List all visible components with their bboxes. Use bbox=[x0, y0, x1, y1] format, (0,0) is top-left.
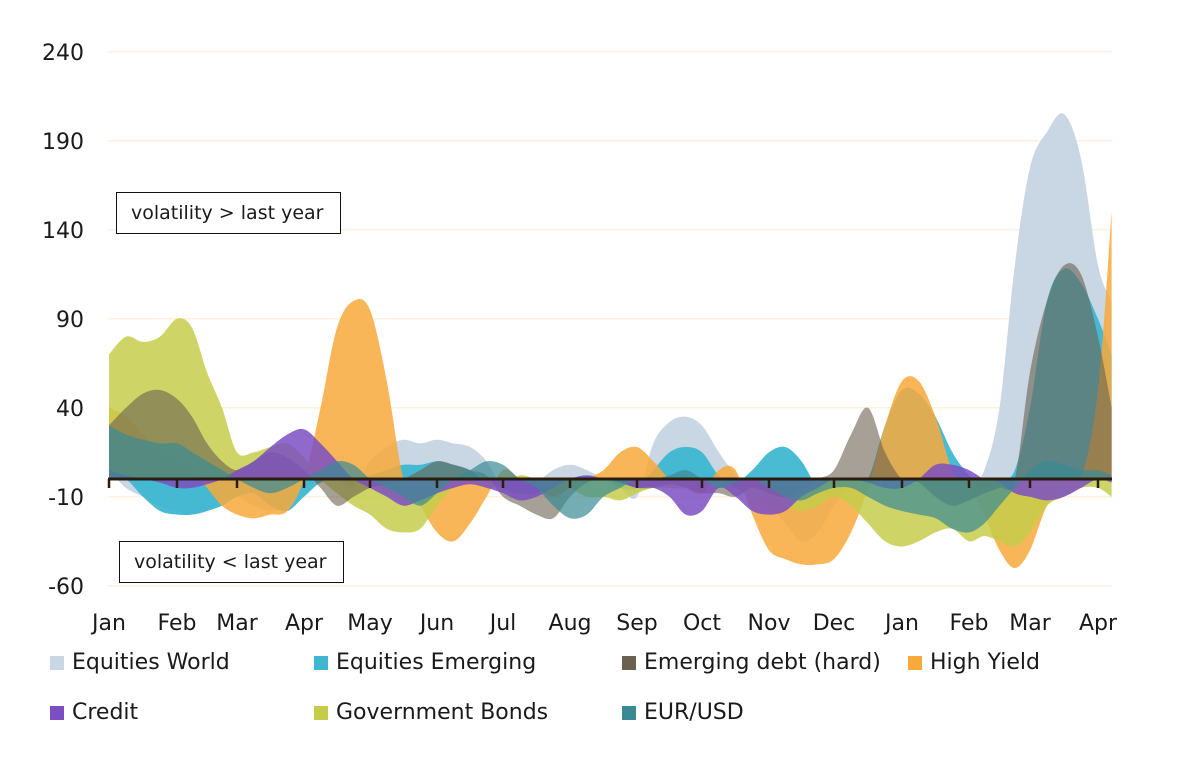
y-tick-label: -10 bbox=[48, 486, 84, 511]
y-tick-label: 140 bbox=[42, 219, 84, 244]
y-tick-label: -60 bbox=[48, 575, 84, 600]
x-tick-label: Aug bbox=[549, 611, 592, 636]
volatility-area-chart: 240 190 140 90 40 -10 -60 Jan Feb Mar Apr May Jun Ju… bbox=[42, 41, 1118, 636]
legend-item-eur-usd: EUR/USD bbox=[622, 700, 744, 725]
x-tick-label: Feb bbox=[158, 611, 197, 636]
legend-item-credit: Credit bbox=[50, 700, 138, 725]
x-tick-label: Jul bbox=[488, 611, 517, 636]
y-tick-label: 190 bbox=[42, 130, 84, 155]
legend-swatch-icon bbox=[50, 655, 64, 670]
x-tick-label: Mar bbox=[216, 611, 258, 636]
legend-item-high-yield: High Yield bbox=[908, 650, 1040, 675]
x-tick-label: Jan bbox=[883, 611, 919, 636]
x-tick-label: Apr bbox=[285, 611, 324, 636]
legend-label: High Yield bbox=[930, 650, 1040, 675]
y-tick-label: 40 bbox=[56, 397, 84, 422]
legend-label: Equities Emerging bbox=[336, 650, 537, 675]
x-tick-label: Oct bbox=[683, 611, 721, 636]
y-tick-label: 90 bbox=[56, 308, 84, 333]
x-tick-label: Sep bbox=[616, 611, 657, 636]
x-axis-tick-labels: Jan Feb Mar Apr May Jun Jul Aug Sep Oct Nov Dec Jan F… bbox=[90, 611, 1118, 636]
series-areas bbox=[109, 113, 1112, 568]
legend-label: Credit bbox=[72, 700, 139, 725]
x-tick-label: Jan bbox=[90, 611, 126, 636]
x-tick-label: Jun bbox=[418, 611, 454, 636]
legend-label: EUR/USD bbox=[644, 700, 744, 725]
legend-item-equities-emerging: Equities Emerging bbox=[314, 650, 536, 675]
y-axis-tick-labels: 240 190 140 90 40 -10 -60 bbox=[42, 41, 84, 600]
legend-label: Emerging debt (hard) bbox=[644, 650, 881, 675]
area-emerging-debt-hard bbox=[109, 263, 1112, 520]
legend-swatch-icon bbox=[908, 655, 922, 670]
legend-label: Equities World bbox=[72, 650, 230, 675]
legend-label: Government Bonds bbox=[336, 700, 549, 725]
annotation-volatility-below: volatility < last year bbox=[119, 541, 344, 583]
legend-swatch-icon bbox=[622, 705, 636, 720]
legend-swatch-icon bbox=[314, 705, 328, 720]
x-tick-label: Nov bbox=[748, 611, 791, 636]
legend-swatch-icon bbox=[50, 705, 64, 720]
legend-item-emerging-debt: Emerging debt (hard) bbox=[622, 650, 881, 675]
legend-swatch-icon bbox=[622, 655, 636, 670]
y-tick-label: 240 bbox=[42, 41, 84, 66]
x-tick-label: May bbox=[347, 611, 392, 636]
x-axis bbox=[107, 477, 1112, 488]
area-credit bbox=[109, 428, 1112, 516]
x-tick-label: Dec bbox=[813, 611, 856, 636]
x-tick-label: Mar bbox=[1009, 611, 1051, 636]
legend-swatch-icon bbox=[314, 655, 328, 670]
x-tick-label: Apr bbox=[1079, 611, 1118, 636]
annotation-volatility-above: volatility > last year bbox=[116, 192, 341, 234]
legend-item-government-bonds: Government Bonds bbox=[314, 700, 548, 725]
x-tick-label: Feb bbox=[950, 611, 989, 636]
legend-item-equities-world: Equities World bbox=[50, 650, 230, 675]
